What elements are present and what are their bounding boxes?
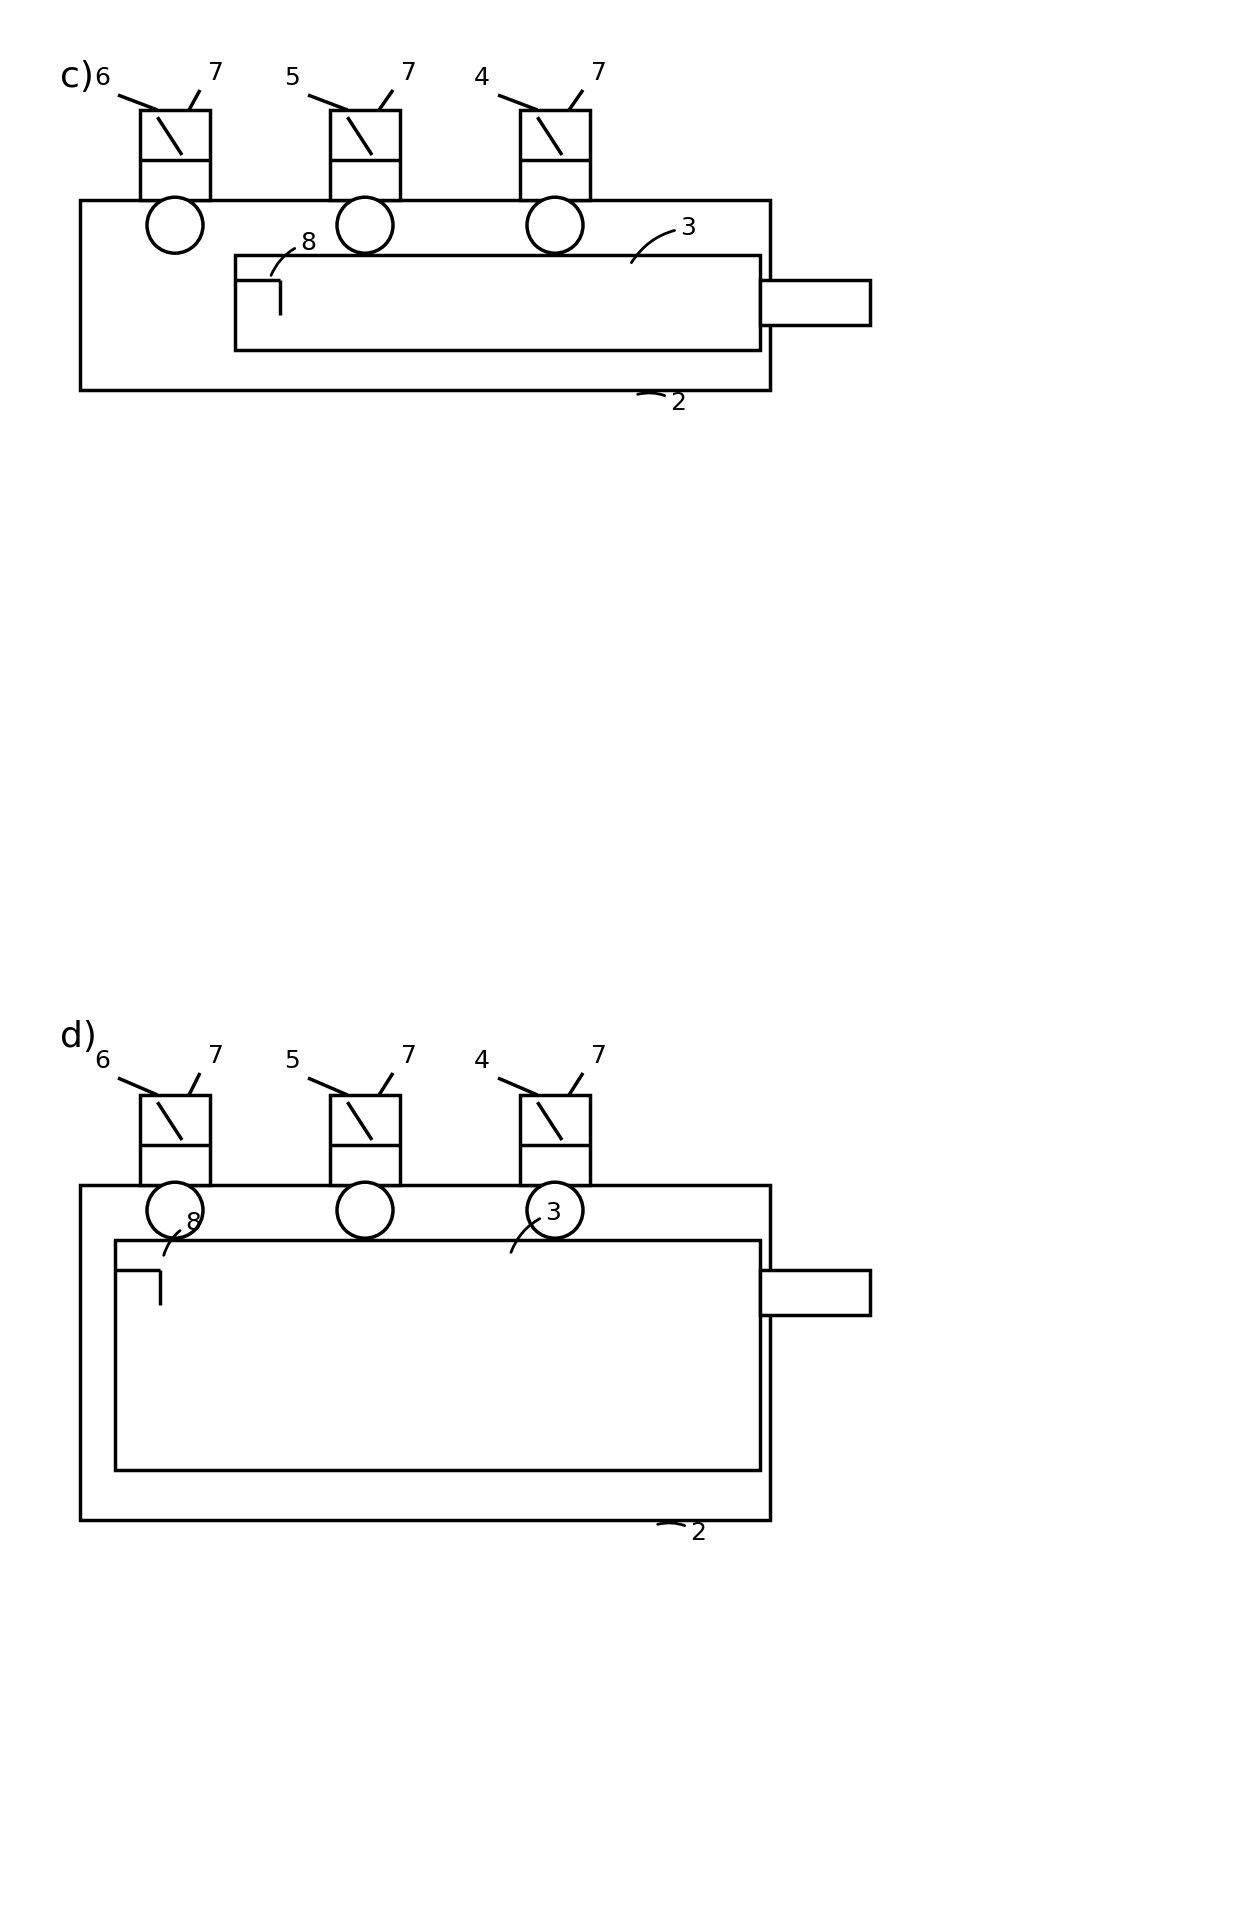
Text: 3: 3	[511, 1202, 560, 1252]
Text: 7: 7	[401, 62, 417, 85]
Circle shape	[148, 1182, 203, 1238]
Bar	[140, 110, 210, 201]
Bar	[520, 1095, 590, 1184]
Bar	[140, 1095, 210, 1184]
Bar	[81, 201, 770, 390]
Text: 4: 4	[474, 1049, 490, 1072]
Circle shape	[527, 1182, 583, 1238]
Bar	[760, 280, 870, 325]
Circle shape	[337, 197, 393, 253]
Text: 5: 5	[284, 1049, 300, 1072]
Text: 2: 2	[657, 1520, 706, 1546]
Bar	[236, 255, 760, 350]
Text: 2: 2	[637, 390, 686, 415]
Text: 7: 7	[591, 1043, 606, 1068]
Circle shape	[527, 197, 583, 253]
Circle shape	[337, 1182, 393, 1238]
Text: 6: 6	[94, 66, 110, 91]
Bar	[330, 110, 401, 201]
Bar	[520, 110, 590, 201]
Text: 8: 8	[164, 1211, 201, 1256]
Text: 8: 8	[272, 232, 316, 276]
Text: 4: 4	[474, 66, 490, 91]
Text: 7: 7	[208, 62, 224, 85]
Text: 7: 7	[208, 1043, 224, 1068]
Text: 7: 7	[401, 1043, 417, 1068]
Bar	[115, 1240, 760, 1470]
Bar	[330, 1095, 401, 1184]
Text: d): d)	[60, 1020, 97, 1055]
Circle shape	[148, 197, 203, 253]
Text: 5: 5	[284, 66, 300, 91]
Bar	[760, 1269, 870, 1316]
Text: 7: 7	[591, 62, 606, 85]
Text: 6: 6	[94, 1049, 110, 1072]
Text: 3: 3	[631, 216, 696, 263]
Text: c): c)	[60, 60, 94, 95]
Bar	[81, 1184, 770, 1520]
